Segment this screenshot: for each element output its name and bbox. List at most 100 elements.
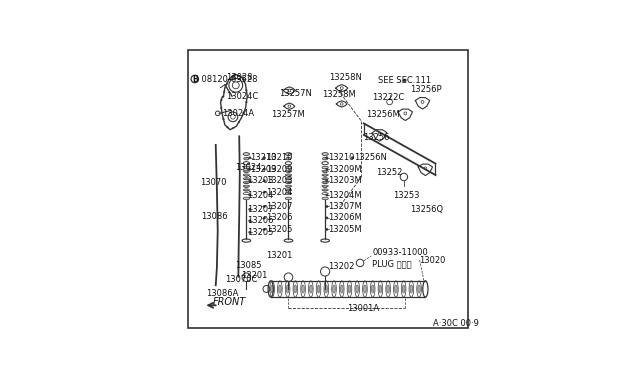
Circle shape bbox=[226, 83, 228, 84]
Ellipse shape bbox=[285, 153, 292, 155]
Text: 13210: 13210 bbox=[328, 153, 355, 162]
Circle shape bbox=[263, 168, 266, 170]
Circle shape bbox=[249, 157, 251, 159]
Ellipse shape bbox=[333, 285, 335, 293]
Text: 13206: 13206 bbox=[247, 216, 274, 225]
Text: 13020: 13020 bbox=[419, 256, 445, 265]
Text: 13209: 13209 bbox=[266, 165, 292, 174]
Circle shape bbox=[237, 75, 239, 77]
Text: 13086A: 13086A bbox=[206, 289, 239, 298]
Text: 13085: 13085 bbox=[235, 261, 261, 270]
Ellipse shape bbox=[286, 157, 291, 160]
Text: 13256P: 13256P bbox=[410, 84, 442, 93]
Circle shape bbox=[227, 126, 228, 128]
Text: 13086: 13086 bbox=[202, 212, 228, 221]
Text: 13207: 13207 bbox=[266, 202, 293, 211]
Text: B 08120-63528: B 08120-63528 bbox=[193, 74, 258, 83]
Circle shape bbox=[326, 228, 328, 231]
Ellipse shape bbox=[323, 157, 328, 160]
Circle shape bbox=[403, 79, 406, 82]
Circle shape bbox=[222, 96, 223, 98]
Ellipse shape bbox=[278, 285, 282, 293]
Circle shape bbox=[231, 76, 233, 77]
Ellipse shape bbox=[294, 285, 297, 293]
Text: 13256N: 13256N bbox=[355, 153, 387, 162]
Circle shape bbox=[249, 219, 251, 222]
Ellipse shape bbox=[418, 285, 420, 293]
Text: 13209M: 13209M bbox=[328, 165, 362, 174]
Circle shape bbox=[223, 118, 224, 120]
Circle shape bbox=[220, 99, 222, 101]
Text: 13070: 13070 bbox=[200, 178, 227, 187]
Text: 13222C: 13222C bbox=[372, 93, 404, 102]
Circle shape bbox=[326, 168, 328, 170]
Text: PLUG プラグ: PLUG プラグ bbox=[372, 259, 412, 268]
Ellipse shape bbox=[410, 285, 413, 293]
Circle shape bbox=[249, 194, 251, 196]
Circle shape bbox=[232, 127, 234, 129]
Text: 13205M: 13205M bbox=[328, 225, 362, 234]
Text: FRONT: FRONT bbox=[213, 296, 246, 307]
Text: 13024C: 13024C bbox=[227, 92, 259, 101]
Text: 13024: 13024 bbox=[235, 163, 261, 172]
Circle shape bbox=[243, 80, 244, 82]
Text: 13204: 13204 bbox=[266, 187, 292, 197]
Text: 13257M: 13257M bbox=[271, 110, 305, 119]
Text: 13210: 13210 bbox=[266, 153, 292, 162]
Ellipse shape bbox=[379, 285, 382, 293]
Ellipse shape bbox=[348, 285, 351, 293]
Text: 13070C: 13070C bbox=[225, 275, 257, 284]
Text: 13207M: 13207M bbox=[328, 202, 362, 211]
Ellipse shape bbox=[325, 285, 328, 293]
Ellipse shape bbox=[394, 285, 397, 293]
Ellipse shape bbox=[322, 166, 328, 169]
Ellipse shape bbox=[243, 197, 250, 200]
Circle shape bbox=[326, 194, 328, 196]
Circle shape bbox=[238, 121, 240, 123]
Circle shape bbox=[351, 157, 353, 159]
Circle shape bbox=[326, 157, 328, 159]
Text: 13256: 13256 bbox=[363, 133, 390, 142]
Circle shape bbox=[263, 228, 266, 231]
Text: 13001A: 13001A bbox=[347, 304, 379, 313]
Circle shape bbox=[326, 217, 328, 219]
Text: 13205: 13205 bbox=[266, 225, 292, 234]
Text: 13256M: 13256M bbox=[366, 110, 399, 119]
Circle shape bbox=[326, 205, 328, 208]
Circle shape bbox=[246, 101, 247, 103]
Circle shape bbox=[243, 112, 244, 114]
Text: 13201: 13201 bbox=[266, 251, 292, 260]
Ellipse shape bbox=[364, 285, 366, 293]
Text: 13205: 13205 bbox=[247, 228, 273, 237]
Text: 13252: 13252 bbox=[376, 168, 403, 177]
Text: SEE SEC.111: SEE SEC.111 bbox=[378, 76, 431, 85]
Text: 13204M: 13204M bbox=[328, 190, 362, 199]
Text: 13203: 13203 bbox=[247, 176, 274, 185]
Text: 00933-11000: 00933-11000 bbox=[372, 248, 428, 257]
Ellipse shape bbox=[387, 285, 390, 293]
Text: 13209: 13209 bbox=[250, 165, 276, 174]
Ellipse shape bbox=[244, 157, 249, 160]
Text: 13207: 13207 bbox=[247, 205, 274, 214]
Circle shape bbox=[249, 231, 251, 233]
Ellipse shape bbox=[322, 197, 328, 200]
Ellipse shape bbox=[243, 166, 250, 169]
Circle shape bbox=[246, 89, 247, 91]
Circle shape bbox=[263, 180, 266, 182]
Text: 13201: 13201 bbox=[241, 271, 267, 280]
Text: 13024A: 13024A bbox=[222, 109, 254, 118]
Ellipse shape bbox=[285, 166, 292, 169]
Ellipse shape bbox=[322, 153, 328, 155]
Ellipse shape bbox=[371, 285, 374, 293]
Text: 13253: 13253 bbox=[394, 190, 420, 199]
Ellipse shape bbox=[317, 285, 320, 293]
Circle shape bbox=[263, 205, 266, 208]
Text: 13257N: 13257N bbox=[279, 89, 312, 98]
Circle shape bbox=[326, 180, 328, 182]
Circle shape bbox=[249, 180, 251, 182]
Text: B: B bbox=[192, 74, 198, 83]
Ellipse shape bbox=[285, 197, 292, 200]
Ellipse shape bbox=[243, 153, 250, 155]
Circle shape bbox=[223, 91, 225, 93]
Circle shape bbox=[220, 107, 222, 109]
